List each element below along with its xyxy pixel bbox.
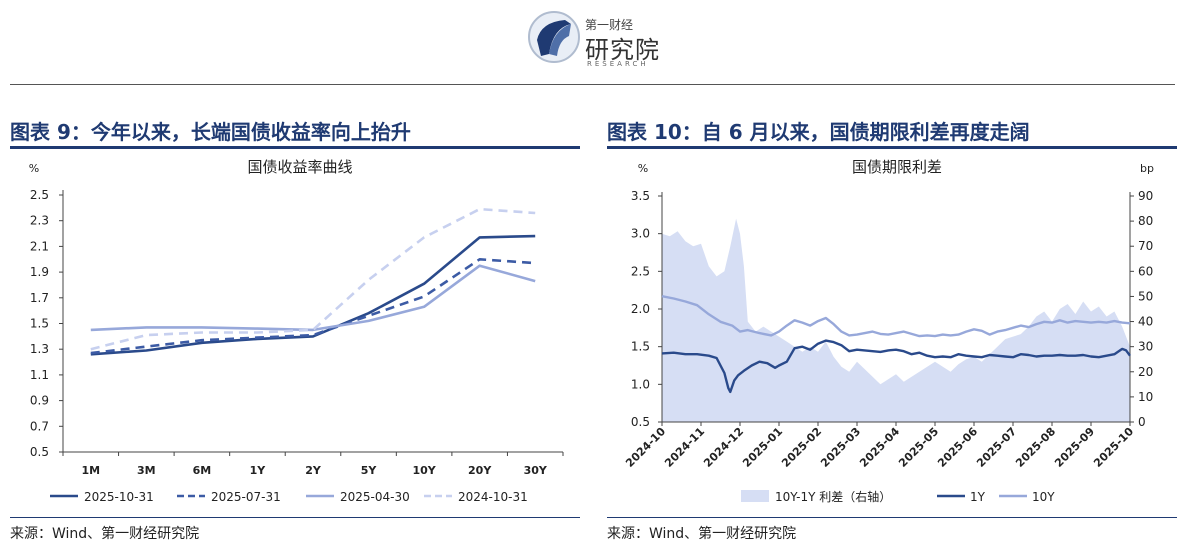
x-tick-label: 20Y <box>468 464 492 477</box>
series-area-spread <box>662 218 1130 422</box>
logo-main-text: 研究院 <box>585 36 660 64</box>
x-tick-label: 2024-11 <box>662 425 707 470</box>
report-header: 第一财经 研究院 RESEARCH <box>0 0 1189 85</box>
series-line-2024-10-31 <box>90 207 536 351</box>
series-line-2025-10-31 <box>90 234 536 356</box>
x-tick-label: 2025-04 <box>857 425 902 470</box>
legend-swatch <box>741 490 769 502</box>
left-source-note: 来源：Wind、第一财经研究院 <box>10 526 200 542</box>
legend-label: 2025-04-30 <box>340 490 410 504</box>
legend-label: 2025-10-31 <box>84 490 154 504</box>
chart-title: 国债期限利差 <box>852 158 942 176</box>
brand-logo: 第一财经 研究院 RESEARCH <box>527 8 667 68</box>
y-tick-label: 1.9 <box>30 265 49 279</box>
y2-axis-unit: bp <box>1140 162 1154 175</box>
y-tick-label: 1.5 <box>631 340 650 354</box>
y2-tick-label: 60 <box>1138 264 1153 278</box>
logo-top-text: 第一财经 <box>585 18 634 32</box>
y-tick-label: 0.5 <box>30 445 49 459</box>
legend-label: 2025-07-31 <box>211 490 281 504</box>
y-tick-label: 0.5 <box>631 415 650 429</box>
y-tick-label: 2.0 <box>631 302 650 316</box>
logo-sub-text: RESEARCH <box>587 60 649 68</box>
y-tick-label: 1.5 <box>30 317 49 331</box>
left-source-divider <box>10 517 580 518</box>
y2-tick-label: 20 <box>1138 365 1153 379</box>
y-tick-label: 0.9 <box>30 394 49 408</box>
y2-tick-label: 0 <box>1138 415 1146 429</box>
y2-tick-label: 10 <box>1138 390 1153 404</box>
x-tick-label: 2025-03 <box>818 425 863 470</box>
logo-emblem-icon <box>528 11 580 63</box>
y-tick-label: 2.5 <box>631 264 650 278</box>
left-title-underline <box>10 146 580 149</box>
x-tick-label: 6M <box>193 464 212 477</box>
left-figure-title: 图表 9：今年以来，长端国债收益率向上抬升 <box>10 120 411 144</box>
x-tick-label: 2025-08 <box>1013 425 1058 470</box>
x-tick-label: 10Y <box>412 464 436 477</box>
x-tick-label: 2Y <box>305 464 322 477</box>
y-tick-label: 1.0 <box>631 377 650 391</box>
x-tick-label: 5Y <box>361 464 378 477</box>
right-title-underline <box>607 146 1177 149</box>
y-tick-label: 2.5 <box>30 188 49 202</box>
y-tick-label: 3.0 <box>631 227 650 241</box>
y-tick-label: 1.3 <box>30 342 49 356</box>
x-tick-label: 2025-01 <box>740 425 785 470</box>
x-tick-label: 30Y <box>524 464 548 477</box>
x-tick-label: 2025-07 <box>974 425 1019 470</box>
legend-label: 1Y <box>970 490 986 504</box>
y-tick-label: 1.1 <box>30 368 49 382</box>
right-source-note: 来源：Wind、第一财经研究院 <box>607 526 797 542</box>
x-tick-label: 2025-10 <box>1091 425 1136 470</box>
y2-tick-label: 80 <box>1138 214 1153 228</box>
series-line-10Y <box>661 295 1131 338</box>
left-figure-panel: 图表 9：今年以来，长端国债收益率向上抬升 国债收益率曲线% 0.5 0.7 0.9 1… <box>10 110 580 554</box>
y-axis-unit: % <box>638 162 648 175</box>
x-tick-label: 2025-06 <box>935 425 980 470</box>
y-tick-label: 0.7 <box>30 419 49 433</box>
right-figure-title: 图表 10：自 6 月以来，国债期限利差再度走阔 <box>607 120 1030 144</box>
series-line-1Y <box>661 339 1131 394</box>
x-tick-label: 1Y <box>250 464 267 477</box>
y-tick-label: 2.3 <box>30 214 49 228</box>
x-tick-label: 2025-09 <box>1052 425 1097 470</box>
y2-tick-label: 50 <box>1138 289 1153 303</box>
y-tick-label: 3.5 <box>631 189 650 203</box>
x-tick-label: 2024-12 <box>701 425 746 470</box>
y-axis-unit: % <box>29 162 39 175</box>
chart-title: 国债收益率曲线 <box>247 158 352 176</box>
y-tick-label: 1.7 <box>30 291 49 305</box>
series-line-2025-04-30 <box>90 264 536 332</box>
x-tick-label: 3M <box>137 464 156 477</box>
y2-tick-label: 90 <box>1138 189 1153 203</box>
y-tick-label: 2.1 <box>30 239 49 253</box>
x-tick-label: 1M <box>81 464 100 477</box>
x-tick-label: 2024-10 <box>623 425 668 470</box>
legend-label: 10Y-1Y 利差（右轴） <box>775 489 891 504</box>
y2-tick-label: 70 <box>1138 239 1153 253</box>
y2-tick-label: 30 <box>1138 340 1153 354</box>
right-source-divider <box>607 517 1177 518</box>
yield-curve-chart: 国债收益率曲线% 0.5 0.7 0.9 1.1 1.3 1.5 1.7 1.9 2.1 2.3 2.… <box>29 158 564 504</box>
term-spread-chart: 国债期限利差% bp 0.5 1.0 1.5 2.0 2.5 3.0 3.5 0 10 20 30 40 5… <box>623 158 1154 504</box>
x-tick-label: 2025-02 <box>779 425 824 470</box>
legend-label: 2024-10-31 <box>458 490 528 504</box>
header-divider <box>10 84 1175 85</box>
y2-tick-label: 40 <box>1138 315 1153 329</box>
legend-label: 10Y <box>1032 490 1055 504</box>
right-figure-panel: 图表 10：自 6 月以来，国债期限利差再度走阔 国债期限利差% bp 0.5 1.0… <box>607 110 1177 554</box>
x-tick-label: 2025-05 <box>896 425 941 470</box>
